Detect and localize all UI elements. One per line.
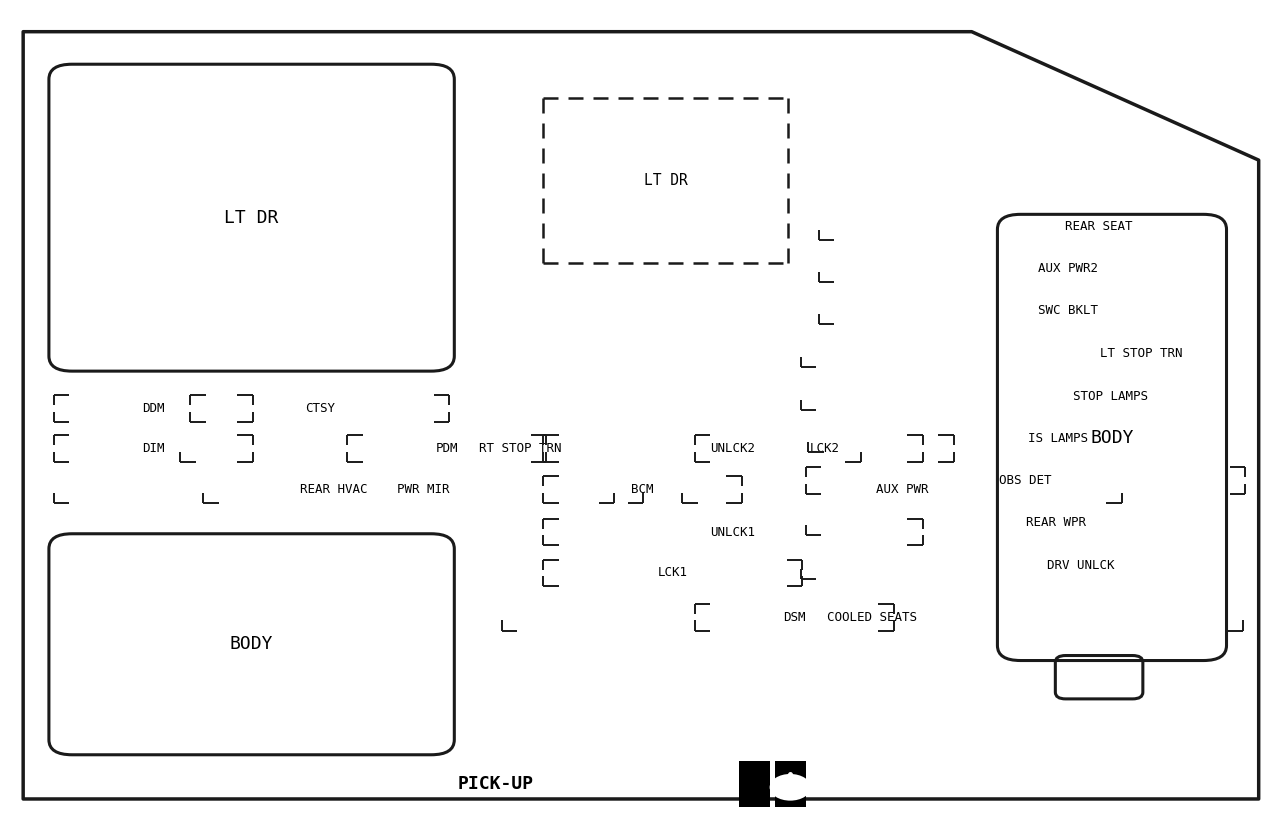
Text: REAR HVAC: REAR HVAC	[300, 483, 368, 496]
Text: COOLED SEATS: COOLED SEATS	[828, 610, 918, 624]
Text: AUX PWR: AUX PWR	[875, 483, 928, 496]
Text: SWC BKLT: SWC BKLT	[1039, 304, 1099, 317]
Text: LT DR: LT DR	[644, 173, 687, 188]
Text: LT DR: LT DR	[224, 208, 278, 227]
Text: DSM: DSM	[782, 610, 806, 624]
Text: PWR MIR: PWR MIR	[396, 483, 449, 496]
Text: REAR WPR: REAR WPR	[1026, 515, 1086, 529]
Text: LCK1: LCK1	[658, 566, 687, 580]
Text: UNLCK2: UNLCK2	[710, 442, 755, 455]
Text: AUX PWR2: AUX PWR2	[1039, 262, 1099, 275]
Text: RT STOP TRN: RT STOP TRN	[479, 442, 561, 455]
Bar	[775, 761, 806, 807]
Text: PDM: PDM	[435, 442, 458, 455]
Text: STOP LAMPS: STOP LAMPS	[1073, 390, 1148, 404]
Text: UNLCK1: UNLCK1	[710, 525, 755, 539]
Text: LCK2: LCK2	[810, 442, 839, 455]
Text: BODY: BODY	[229, 635, 273, 653]
Text: DDM: DDM	[142, 402, 165, 415]
Text: LT STOP TRN: LT STOP TRN	[1099, 347, 1181, 360]
Text: CTSY: CTSY	[305, 402, 335, 415]
Text: OBS DET: OBS DET	[999, 474, 1051, 487]
Bar	[739, 761, 770, 807]
Text: REAR SEAT: REAR SEAT	[1064, 220, 1133, 234]
Text: PICK-UP: PICK-UP	[457, 775, 534, 793]
Circle shape	[770, 774, 811, 801]
Text: DRV UNLCK: DRV UNLCK	[1046, 559, 1115, 572]
Text: IS LAMPS: IS LAMPS	[1028, 432, 1089, 445]
Text: BCM: BCM	[631, 483, 654, 496]
Text: DIM: DIM	[142, 442, 165, 455]
Text: BODY: BODY	[1090, 429, 1134, 447]
